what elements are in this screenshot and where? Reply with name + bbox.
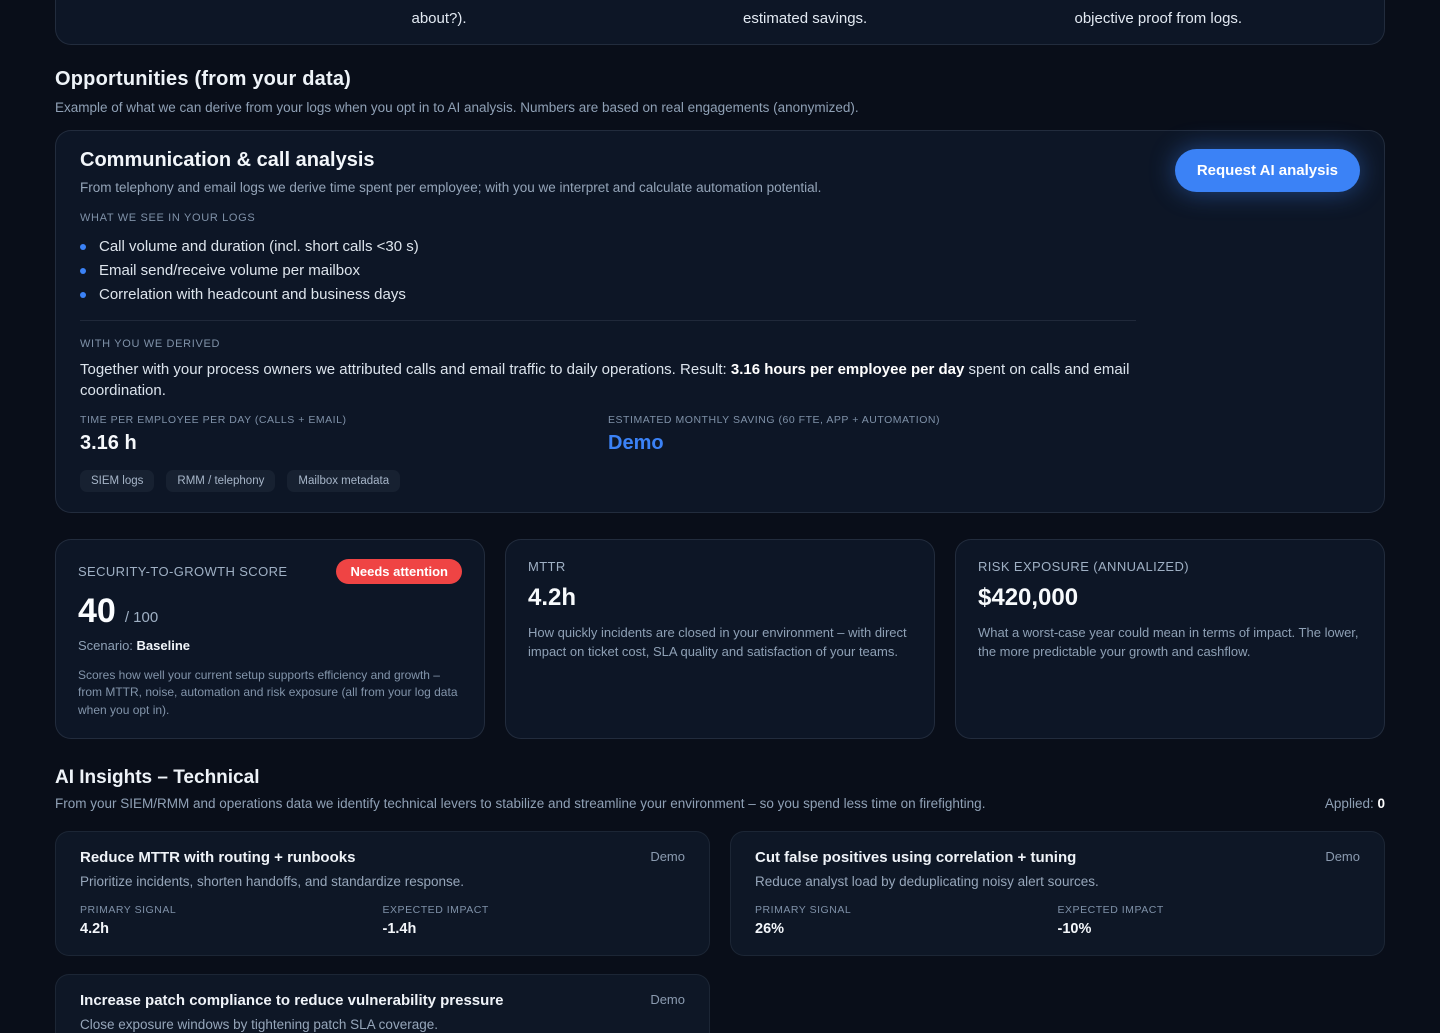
stat-label: PRIMARY SIGNAL (80, 904, 177, 917)
communication-card-actions: Request AI analysis (1155, 149, 1360, 192)
communication-stats: TIME PER EMPLOYEE PER DAY (CALLS + EMAIL… (80, 414, 1136, 455)
divider (80, 320, 1136, 321)
technical-insight-grid: Reduce MTTR with routing + runbooks Demo… (55, 831, 1385, 1033)
demo-link[interactable]: Demo (1325, 849, 1360, 865)
mttr-card: MTTR 4.2h How quickly incidents are clos… (505, 539, 935, 740)
stat-label: ESTIMATED MONTHLY SAVING (60 FTE, APP + … (608, 414, 941, 426)
stat-label: PRIMARY SIGNAL (755, 904, 852, 917)
expected-impact-stat: EXPECTED IMPACT -10% (1058, 904, 1361, 937)
stat-value: -1.4h (382, 921, 417, 938)
scenario-line: Scenario: Baseline (78, 638, 462, 653)
applied-value: 0 (1377, 796, 1385, 812)
top-card-column (80, 0, 366, 29)
score-value: 40 (78, 592, 116, 630)
communication-analysis-card: Communication & call analysis From telep… (55, 130, 1385, 513)
communication-card-title: Communication & call analysis (80, 149, 375, 171)
tag-rmm-telephony: RMM / telephony (166, 470, 276, 492)
primary-signal-stat: PRIMARY SIGNAL 4.2h (80, 904, 383, 937)
metric-description: What a worst-case year could mean in ter… (978, 625, 1359, 659)
stat-label: EXPECTED IMPACT (382, 904, 489, 917)
scenario-label: Scenario: (78, 638, 133, 653)
list-item: Correlation with headcount and business … (80, 283, 1136, 307)
applied-label: Applied: (1324, 796, 1374, 812)
risk-exposure-card: RISK EXPOSURE (ANNUALIZED) $420,000 What… (955, 539, 1385, 740)
stat-monthly-saving: ESTIMATED MONTHLY SAVING (60 FTE, APP + … (608, 414, 1136, 455)
insight-description: Close exposure windows by tightening pat… (80, 1017, 438, 1033)
top-card-column: objective proof from logs. (1075, 0, 1361, 29)
list-item-label: Email send/receive volume per mailbox (99, 262, 360, 279)
list-item: Call volume and duration (incl. short ca… (80, 235, 1136, 259)
clipped-top-card: about?). estimated savings. objective pr… (55, 0, 1385, 45)
top-card-column: estimated savings. (743, 0, 1029, 29)
insight-title: Cut false positives using correlation + … (755, 849, 1077, 867)
log-findings-list: Call volume and duration (incl. short ca… (80, 235, 1136, 307)
insight-description: Reduce analyst load by deduplicating noi… (755, 874, 1099, 890)
metric-description: How quickly incidents are closed in your… (528, 625, 907, 659)
list-item: Email send/receive volume per mailbox (80, 259, 1136, 283)
technical-section-title: AI Insights – Technical (55, 767, 260, 789)
clipped-text-fragment: objective proof from logs. (1074, 10, 1243, 27)
communication-card-content: Communication & call analysis From telep… (80, 149, 1136, 492)
status-badge: Needs attention (336, 559, 462, 584)
insight-card-reduce-mttr: Reduce MTTR with routing + runbooks Demo… (55, 831, 710, 957)
insight-title: Reduce MTTR with routing + runbooks (80, 849, 356, 867)
list-item-label: Correlation with headcount and business … (99, 286, 406, 303)
applied-counter: Applied: 0 (1325, 796, 1385, 811)
result-text-after: spent on calls and email coordination. (80, 361, 1130, 399)
score-denominator: / 100 (124, 609, 159, 626)
derived-section-label: WITH YOU WE DERIVED (80, 338, 221, 350)
stat-label: TIME PER EMPLOYEE PER DAY (CALLS + EMAIL… (80, 414, 347, 426)
bullet-dot-icon (80, 244, 86, 250)
stat-value: -10% (1057, 921, 1092, 938)
result-text-before: Together with your process owners we att… (80, 361, 731, 378)
opportunities-section-title: Opportunities (from your data) (55, 68, 351, 90)
metric-label: SECURITY-TO-GROWTH SCORE (78, 564, 288, 579)
request-ai-analysis-button[interactable]: Request AI analysis (1174, 149, 1360, 192)
scenario-value: Baseline (136, 638, 191, 653)
tag-siem-logs: SIEM logs (80, 470, 155, 492)
clipped-text-fragment (80, 9, 366, 29)
demo-link[interactable]: Demo (608, 432, 664, 454)
clipped-text-fragment: about?). (411, 10, 467, 27)
stat-value: 26% (755, 921, 785, 938)
metric-description: Scores how well your current setup suppo… (78, 668, 458, 717)
bullet-dot-icon (80, 268, 86, 274)
bullet-dot-icon (80, 292, 86, 298)
stat-label: EXPECTED IMPACT (1057, 904, 1164, 917)
metric-label: RISK EXPOSURE (ANNUALIZED) (978, 559, 1189, 574)
top-card-columns: about?). estimated savings. objective pr… (56, 0, 1384, 44)
stat-value: 3.16 h (80, 432, 137, 454)
metric-cards-row: SECURITY-TO-GROWTH SCORE Needs attention… (55, 539, 1385, 740)
derived-result-text: Together with your process owners we att… (80, 359, 1136, 401)
metric-value: 4.2h (528, 584, 577, 611)
list-item-label: Call volume and duration (incl. short ca… (99, 238, 419, 255)
top-card-column: about?). (412, 0, 698, 29)
insight-description: Prioritize incidents, shorten handoffs, … (80, 874, 464, 890)
expected-impact-stat: EXPECTED IMPACT -1.4h (383, 904, 686, 937)
insight-title: Increase patch compliance to reduce vuln… (80, 992, 504, 1010)
logs-section-label: WHAT WE SEE IN YOUR LOGS (80, 212, 256, 224)
security-score-card: SECURITY-TO-GROWTH SCORE Needs attention… (55, 539, 485, 740)
clipped-text-fragment: estimated savings. (743, 10, 868, 27)
metric-value: $420,000 (978, 584, 1079, 611)
insight-card-false-positives: Cut false positives using correlation + … (730, 831, 1385, 957)
technical-section-header: AI Insights – Technical From your SIEM/R… (55, 767, 1385, 811)
communication-card-description: From telephony and email logs we derive … (80, 180, 822, 195)
opportunities-section-subtitle: Example of what we can derive from your … (55, 100, 859, 115)
primary-signal-stat: PRIMARY SIGNAL 26% (755, 904, 1058, 937)
data-source-tags: SIEM logs RMM / telephony Mailbox metada… (80, 470, 1136, 492)
technical-section-subtitle: From your SIEM/RMM and operations data w… (55, 796, 986, 812)
stat-value: 4.2h (80, 921, 110, 938)
result-text-highlight: 3.16 hours per employee per day (730, 361, 965, 378)
demo-link[interactable]: Demo (650, 992, 685, 1008)
metric-label: MTTR (528, 559, 566, 574)
tag-mailbox-metadata: Mailbox metadata (287, 470, 401, 492)
demo-link[interactable]: Demo (650, 849, 685, 865)
stat-time-per-employee: TIME PER EMPLOYEE PER DAY (CALLS + EMAIL… (80, 414, 608, 455)
insight-card-patch-compliance: Increase patch compliance to reduce vuln… (55, 974, 710, 1033)
